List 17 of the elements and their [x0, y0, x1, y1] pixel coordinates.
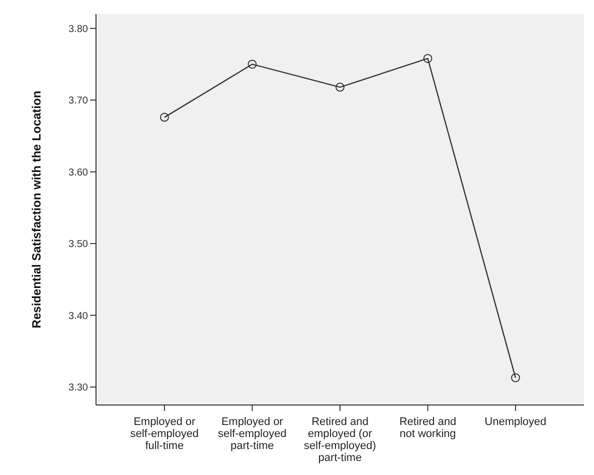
y-tick-label: 3.60 [68, 167, 88, 178]
y-tick-label: 3.50 [68, 239, 88, 250]
y-axis-title: Residential Satisfaction with the Location [29, 90, 44, 328]
y-tick-label: 3.70 [68, 96, 88, 107]
point [511, 373, 520, 382]
point [248, 60, 257, 69]
point [160, 112, 169, 122]
y-tick-label: 3.40 [68, 310, 88, 322]
point [423, 54, 432, 63]
y-tick-label: 3.80 [68, 24, 88, 35]
x-tick-label: Retired and not working [399, 416, 456, 440]
x-tick-label: Employed or self-employed full-time [130, 416, 199, 452]
x-tick-label: Unemployed [484, 416, 546, 428]
x-tick-label: Retired and employed (or self-employed) part-time [304, 416, 376, 464]
x-tick-label: Employed or self-employed part-time [218, 416, 286, 452]
point [336, 82, 344, 92]
y-tick-label: 3.30 [68, 382, 88, 394]
